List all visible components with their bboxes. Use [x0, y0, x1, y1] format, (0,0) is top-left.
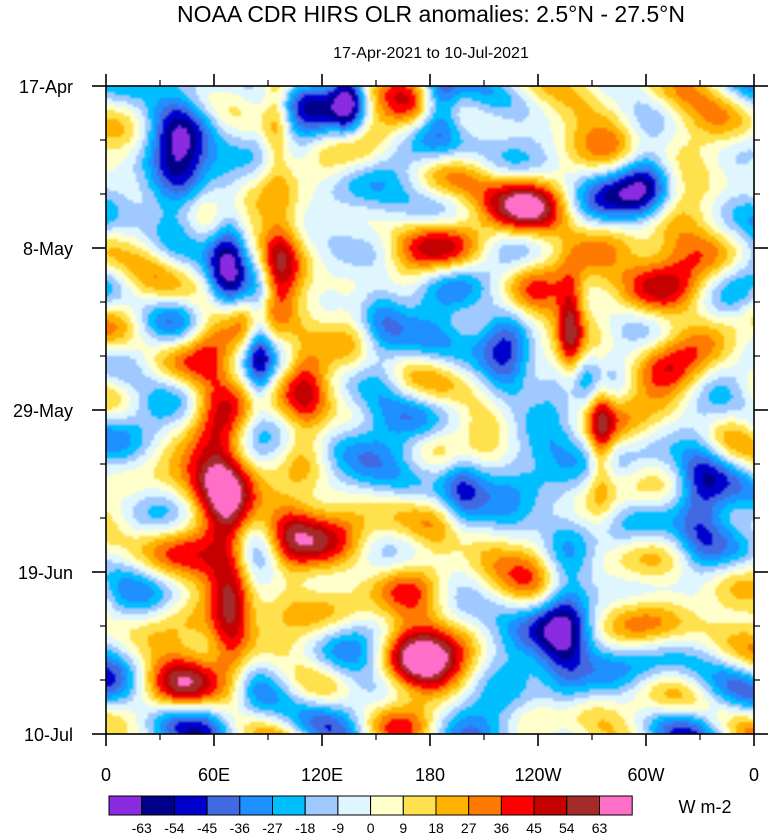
colorbar-swatch [304, 795, 339, 816]
chart-subtitle: 17-Apr-2021 to 10-Jul-2021 [333, 45, 529, 62]
colorbar-swatch [500, 795, 535, 816]
colorbar-level-label: 63 [592, 820, 608, 834]
colorbar-level-label: 54 [559, 820, 575, 834]
heatmap-plot-area [106, 86, 754, 734]
colorbar-level-label: 27 [461, 820, 477, 834]
y-tick-label: 8-May [23, 239, 73, 259]
y-axis: 17-Apr 8-May 29-May 19-Jun 10-Jul [13, 77, 768, 745]
colorbar-swatch [566, 795, 600, 816]
colorbar-swatch [173, 795, 208, 816]
colorbar: -63 -54 -45 -36 -27 -18 -9 0 9 18 27 36 45 54 63 [108, 795, 633, 834]
y-tick-label: 10-Jul [24, 725, 73, 745]
y-tick-label: 17-Apr [19, 77, 73, 97]
colorbar-swatch [468, 795, 502, 816]
colorbar-swatch [435, 795, 470, 816]
olr-anomaly-field [106, 86, 754, 734]
x-tick-label: 120W [514, 765, 561, 785]
colorbar-level-label: -63 [132, 820, 152, 834]
x-axis: 0 60E 120E 180 120W 60W 0 [101, 74, 759, 785]
colorbar-swatch [141, 795, 175, 816]
colorbar-level-label: 9 [399, 820, 407, 834]
colorbar-level-label: 0 [367, 820, 375, 834]
colorbar-level-label: -9 [332, 820, 345, 834]
colorbar-level-label: -18 [295, 820, 315, 834]
x-tick-label: 0 [101, 765, 111, 785]
colorbar-level-label: 18 [428, 820, 444, 834]
x-tick-label: 60E [198, 765, 230, 785]
colorbar-swatch [108, 795, 143, 816]
colorbar-swatch [239, 795, 274, 816]
colorbar-level-label: -45 [197, 820, 217, 834]
colorbar-level-label: -36 [230, 820, 250, 834]
x-tick-label: 60W [627, 765, 664, 785]
y-tick-label: 19-Jun [18, 563, 73, 583]
colorbar-swatch [533, 795, 568, 816]
colorbar-level-label: -27 [262, 820, 282, 834]
colorbar-swatch [206, 795, 241, 816]
colorbar-swatch [599, 795, 633, 816]
x-tick-label: 0 [749, 765, 759, 785]
x-tick-label: 120E [301, 765, 343, 785]
x-tick-label: 180 [415, 765, 445, 785]
chart-title: NOAA CDR HIRS OLR anomalies: 2.5°N - 27.… [177, 1, 685, 27]
colorbar-level-label: 36 [494, 820, 510, 834]
colorbar-swatch [272, 795, 306, 816]
colorbar-swatch [402, 795, 437, 816]
y-tick-label: 29-May [13, 401, 73, 421]
colorbar-level-label: -54 [164, 820, 184, 834]
colorbar-units: W m-2 [679, 797, 732, 817]
colorbar-swatch [370, 795, 404, 816]
colorbar-swatch [337, 795, 372, 816]
colorbar-level-label: 45 [526, 820, 542, 834]
